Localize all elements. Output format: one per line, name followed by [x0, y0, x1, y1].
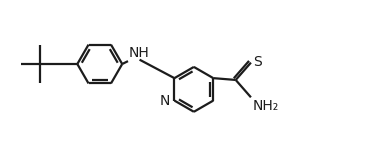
- Text: NH: NH: [129, 46, 149, 60]
- Text: S: S: [253, 55, 262, 69]
- Text: NH₂: NH₂: [253, 99, 279, 113]
- Text: N: N: [160, 94, 170, 108]
